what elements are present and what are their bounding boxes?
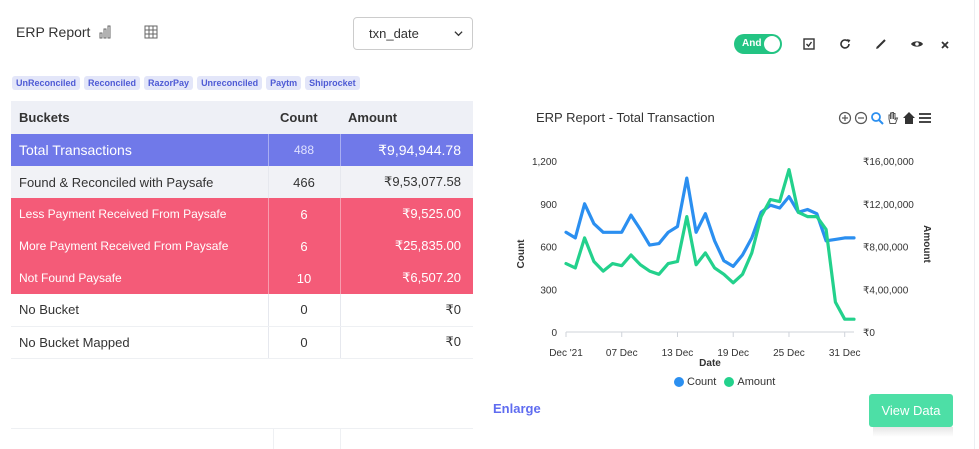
y2-tick-label: ₹12,00,000 — [863, 200, 914, 211]
bucket-count: 6 — [267, 230, 340, 262]
bucket-count: 0 — [267, 294, 340, 327]
button-shadow — [873, 427, 953, 437]
eye-icon[interactable] — [909, 36, 925, 52]
bucket-count: 0 — [267, 326, 340, 359]
buckets-table: Buckets Count Amount Total Transactions … — [11, 101, 473, 359]
count-series-line — [564, 176, 856, 269]
zoom-out-icon[interactable] — [854, 110, 868, 126]
y2-tick-label: ₹0 — [863, 328, 875, 339]
menu-icon[interactable] — [918, 110, 932, 126]
bucket-count: 6 — [267, 198, 340, 230]
bucket-amount: ₹0 — [339, 294, 473, 327]
home-icon[interactable] — [902, 110, 916, 126]
bucket-amount: ₹0 — [339, 326, 473, 359]
tag-reconciled[interactable]: Reconciled — [84, 76, 141, 90]
legend-item-amount[interactable]: Amount — [724, 376, 775, 388]
bucket-name: Total Transactions — [11, 134, 268, 166]
y-tick-label: 300 — [540, 285, 557, 296]
edit-icon[interactable] — [873, 36, 889, 52]
refresh-icon[interactable] — [837, 36, 853, 52]
bucket-count: 466 — [267, 166, 340, 198]
table-footer-row — [11, 428, 473, 449]
zoom-in-icon[interactable] — [838, 110, 852, 126]
select-value: txn_date — [369, 26, 419, 41]
bucket-name: No Bucket — [11, 294, 268, 327]
y2-tick-label: ₹16,00,000 — [863, 157, 914, 168]
legend-dot — [724, 377, 735, 387]
y-tick-label: 0 — [551, 328, 557, 339]
table-row[interactable]: Total Transactions 488 ₹9,94,944.78 — [11, 134, 473, 166]
y2-tick-label: ₹8,00,000 — [863, 243, 909, 254]
table-icon[interactable] — [143, 24, 159, 40]
bucket-amount: ₹25,835.00 — [339, 230, 473, 262]
chart-legend: Count Amount — [674, 376, 775, 388]
magnifier-icon[interactable] — [870, 110, 884, 126]
chevron-down-icon — [454, 31, 463, 37]
bucket-count: 488 — [267, 134, 340, 166]
panel-divider — [974, 0, 975, 449]
toggle-knob — [764, 36, 780, 52]
bucket-amount: ₹6,507.20 — [339, 262, 473, 294]
header-buckets: Buckets — [11, 101, 268, 134]
bucket-name: Less Payment Received From Paysafe — [11, 198, 268, 230]
view-data-button[interactable]: View Data — [869, 394, 953, 427]
tag-shiprocket[interactable]: Shiprocket — [305, 76, 360, 90]
bucket-name: Not Found Paysafe — [11, 262, 268, 294]
bucket-amount: ₹9,94,944.78 — [339, 134, 473, 166]
header-amount: Amount — [340, 101, 473, 134]
header-count: Count — [268, 101, 340, 134]
x-tick-label: 19 Dec — [717, 348, 749, 359]
x-tick-label: 13 Dec — [662, 348, 694, 359]
tag-paytm[interactable]: Paytm — [266, 76, 302, 90]
table-row[interactable]: More Payment Received From Paysafe 6 ₹25… — [11, 230, 473, 262]
enlarge-link[interactable]: Enlarge — [493, 401, 541, 416]
toggle-label: And — [742, 38, 762, 49]
legend-label: Count — [687, 376, 717, 388]
checkbox-icon[interactable] — [801, 36, 817, 52]
y-tick-label: 600 — [540, 243, 557, 254]
table-row[interactable]: Found & Reconciled with Paysafe 466 ₹9,5… — [11, 166, 473, 198]
filter-tags: UnReconciled Reconciled RazorPay Unrecon… — [12, 76, 360, 90]
and-toggle[interactable]: And — [734, 34, 782, 54]
bucket-amount: ₹9,525.00 — [339, 198, 473, 230]
amount-series-line — [564, 168, 856, 321]
chart-toolbar — [838, 110, 932, 126]
bucket-name: More Payment Received From Paysafe — [11, 230, 268, 262]
legend-label: Amount — [737, 376, 776, 388]
y-tick-label: 1,200 — [532, 157, 557, 168]
tag-razorpay[interactable]: RazorPay — [144, 76, 194, 90]
x-axis-label: Date — [699, 358, 721, 369]
x-tick-label: 25 Dec — [773, 348, 805, 359]
bucket-amount: ₹9,53,077.58 — [339, 166, 473, 198]
table-header-row: Buckets Count Amount — [11, 101, 473, 134]
x-tick-label: 31 Dec — [829, 348, 861, 359]
pan-hand-icon[interactable] — [886, 110, 900, 126]
y2-tick-label: ₹4,00,000 — [863, 285, 909, 296]
table-row[interactable]: No Bucket Mapped 0 ₹0 — [11, 326, 473, 359]
divider — [340, 429, 341, 449]
table-row[interactable]: Not Found Paysafe 10 ₹6,507.20 — [11, 262, 473, 294]
bucket-count: 10 — [267, 262, 340, 294]
close-icon[interactable] — [937, 36, 953, 52]
tag-unreconciled-2[interactable]: Unreconciled — [197, 76, 263, 90]
tag-unreconciled[interactable]: UnReconciled — [12, 76, 81, 90]
table-row[interactable]: Less Payment Received From Paysafe 6 ₹9,… — [11, 198, 473, 230]
chart-title: ERP Report - Total Transaction — [536, 110, 715, 125]
legend-dot — [674, 377, 684, 387]
date-field-select[interactable]: txn_date — [353, 17, 473, 50]
page-title: ERP Report — [16, 24, 91, 40]
bucket-name: No Bucket Mapped — [11, 326, 268, 359]
x-tick-label: Dec '21 — [549, 348, 583, 359]
divider — [273, 429, 274, 449]
y2-axis-label: Amount — [921, 225, 932, 263]
bucket-name: Found & Reconciled with Paysafe — [11, 166, 268, 198]
y-tick-label: 900 — [540, 200, 557, 211]
bar-chart-icon[interactable] — [97, 24, 113, 40]
table-row[interactable]: No Bucket 0 ₹0 — [11, 294, 473, 327]
x-tick-label: 07 Dec — [606, 348, 638, 359]
y-axis-label: Count — [516, 239, 527, 269]
line-chart: 0 300 600 900 1,200 ₹0 ₹4,00,000 ₹8,00,000 ₹12,… — [516, 157, 932, 369]
legend-item-count[interactable]: Count — [674, 376, 716, 388]
